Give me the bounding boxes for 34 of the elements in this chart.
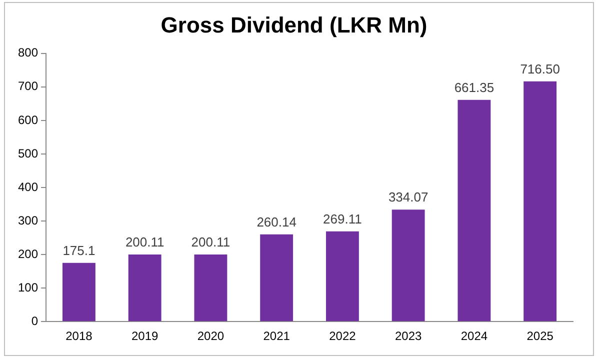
y-tick-label: 300 [18,213,38,228]
y-tick-label: 400 [18,180,38,194]
data-label: 716.50 [520,61,560,76]
data-label: 260.14 [256,214,296,230]
x-tick-label: 2020 [197,329,224,344]
data-label: 269.11 [323,211,362,226]
x-tick-label: 2021 [263,329,290,344]
data-label: 175.1 [62,242,96,258]
y-tick-label: 200 [18,246,38,261]
y-tick-label: 700 [18,79,38,94]
bar [128,254,162,322]
x-tick-label: 2022 [329,329,356,344]
y-tick-label: 600 [18,112,38,127]
bar [458,100,491,322]
y-tick-label: 800 [18,46,38,60]
x-tick-label: 2023 [394,329,422,344]
bar [392,210,425,322]
y-tick-label: 500 [18,146,38,160]
x-tick-label: 2024 [460,329,488,344]
data-label: 200.11 [125,234,164,250]
y-tick-label: 100 [18,280,38,294]
y-tick-label: 0 [31,314,38,328]
x-tick-label: 2018 [66,329,93,344]
data-label: 661.35 [454,80,494,95]
x-tick-label: 2025 [526,329,554,344]
bar [524,81,557,322]
bar [326,231,359,322]
x-tick-label: 2019 [131,329,158,344]
data-label: 334.07 [388,190,428,205]
bar [260,234,294,322]
chart-title: Gross Dividend (LKR Mn) [160,12,428,38]
data-label: 200.11 [191,234,230,250]
bar [194,254,228,322]
bar [62,262,96,322]
